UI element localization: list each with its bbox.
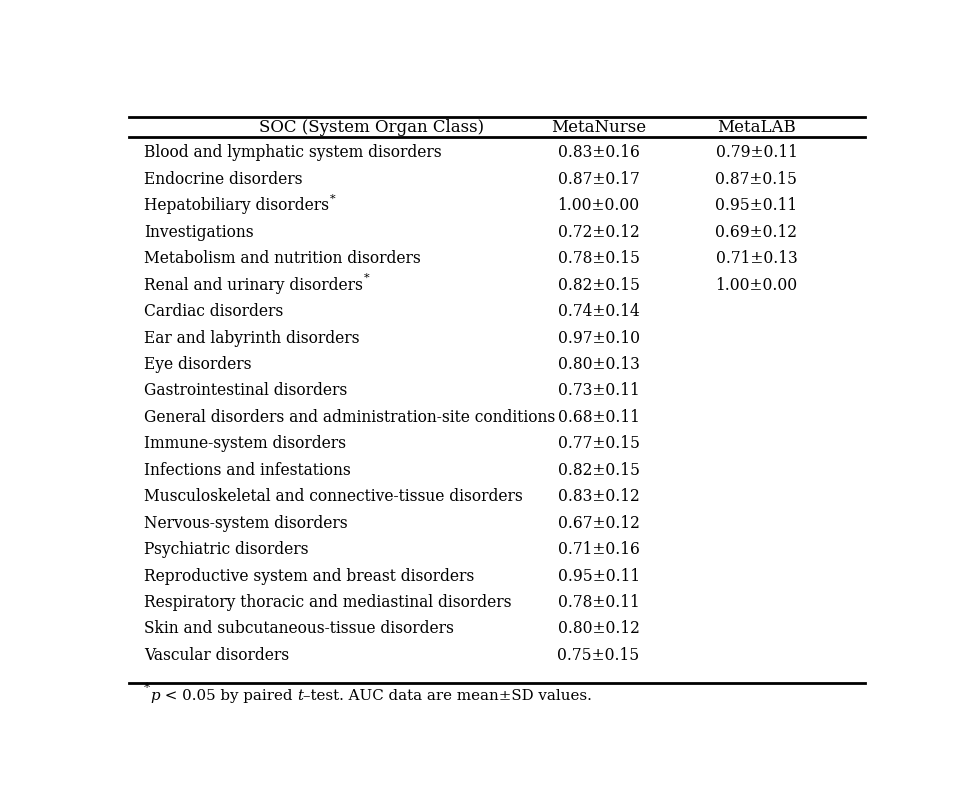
Text: Renal and urinary disorders: Renal and urinary disorders [143, 276, 362, 293]
Text: 0.79±0.11: 0.79±0.11 [715, 145, 797, 162]
Text: Respiratory thoracic and mediastinal disorders: Respiratory thoracic and mediastinal dis… [143, 594, 511, 611]
Text: 0.77±0.15: 0.77±0.15 [557, 436, 639, 452]
Text: 0.95±0.11: 0.95±0.11 [715, 197, 797, 214]
Text: Skin and subcutaneous-tissue disorders: Skin and subcutaneous-tissue disorders [143, 621, 453, 638]
Text: 0.68±0.11: 0.68±0.11 [557, 409, 639, 426]
Text: 0.82±0.15: 0.82±0.15 [557, 461, 639, 479]
Text: SOC (System Organ Class): SOC (System Organ Class) [259, 119, 484, 136]
Text: p: p [150, 689, 159, 703]
Text: 0.83±0.12: 0.83±0.12 [557, 488, 639, 505]
Text: Cardiac disorders: Cardiac disorders [143, 303, 283, 320]
Text: Investigations: Investigations [143, 224, 253, 241]
Text: Eye disorders: Eye disorders [143, 356, 251, 373]
Text: 0.78±0.15: 0.78±0.15 [557, 250, 639, 267]
Text: Immune-system disorders: Immune-system disorders [143, 436, 345, 452]
Text: 1.00±0.00: 1.00±0.00 [715, 276, 797, 293]
Text: Gastrointestinal disorders: Gastrointestinal disorders [143, 382, 347, 399]
Text: 0.97±0.10: 0.97±0.10 [557, 330, 639, 347]
Text: Vascular disorders: Vascular disorders [143, 647, 289, 664]
Text: Nervous-system disorders: Nervous-system disorders [143, 515, 347, 532]
Text: 0.73±0.11: 0.73±0.11 [557, 382, 639, 399]
Text: 0.71±0.16: 0.71±0.16 [557, 541, 639, 558]
Text: Infections and infestations: Infections and infestations [143, 461, 350, 479]
Text: 0.71±0.13: 0.71±0.13 [715, 250, 797, 267]
Text: Ear and labyrinth disorders: Ear and labyrinth disorders [143, 330, 359, 347]
Text: 0.74±0.14: 0.74±0.14 [557, 303, 639, 320]
Text: General disorders and administration-site conditions: General disorders and administration-sit… [143, 409, 554, 426]
Text: MetaNurse: MetaNurse [550, 119, 645, 136]
Text: 0.69±0.12: 0.69±0.12 [715, 224, 797, 241]
Text: Endocrine disorders: Endocrine disorders [143, 171, 302, 188]
Text: 0.83±0.16: 0.83±0.16 [557, 145, 639, 162]
Text: 0.87±0.17: 0.87±0.17 [557, 171, 639, 188]
Text: Reproductive system and breast disorders: Reproductive system and breast disorders [143, 567, 474, 584]
Text: 0.72±0.12: 0.72±0.12 [557, 224, 639, 241]
Text: t: t [297, 689, 302, 703]
Text: Hepatobiliary disorders: Hepatobiliary disorders [143, 197, 328, 214]
Text: Metabolism and nutrition disorders: Metabolism and nutrition disorders [143, 250, 421, 267]
Text: 0.95±0.11: 0.95±0.11 [557, 567, 639, 584]
Text: < 0.05 by paired: < 0.05 by paired [159, 689, 297, 703]
Text: 0.80±0.12: 0.80±0.12 [557, 621, 639, 638]
Text: 1.00±0.00: 1.00±0.00 [557, 197, 639, 214]
Text: 0.67±0.12: 0.67±0.12 [557, 515, 639, 532]
Text: MetaLAB: MetaLAB [716, 119, 795, 136]
Text: Blood and lymphatic system disorders: Blood and lymphatic system disorders [143, 145, 441, 162]
Text: Psychiatric disorders: Psychiatric disorders [143, 541, 308, 558]
Text: 0.80±0.13: 0.80±0.13 [557, 356, 639, 373]
Text: *: * [330, 193, 335, 204]
Text: 0.82±0.15: 0.82±0.15 [557, 276, 639, 293]
Text: –test. AUC data are mean±SD values.: –test. AUC data are mean±SD values. [302, 689, 591, 703]
Text: 0.75±0.15: 0.75±0.15 [557, 647, 640, 664]
Text: *: * [363, 273, 369, 283]
Text: *: * [143, 682, 150, 695]
Text: 0.87±0.15: 0.87±0.15 [715, 171, 797, 188]
Text: Musculoskeletal and connective-tissue disorders: Musculoskeletal and connective-tissue di… [143, 488, 522, 505]
Text: 0.78±0.11: 0.78±0.11 [557, 594, 639, 611]
